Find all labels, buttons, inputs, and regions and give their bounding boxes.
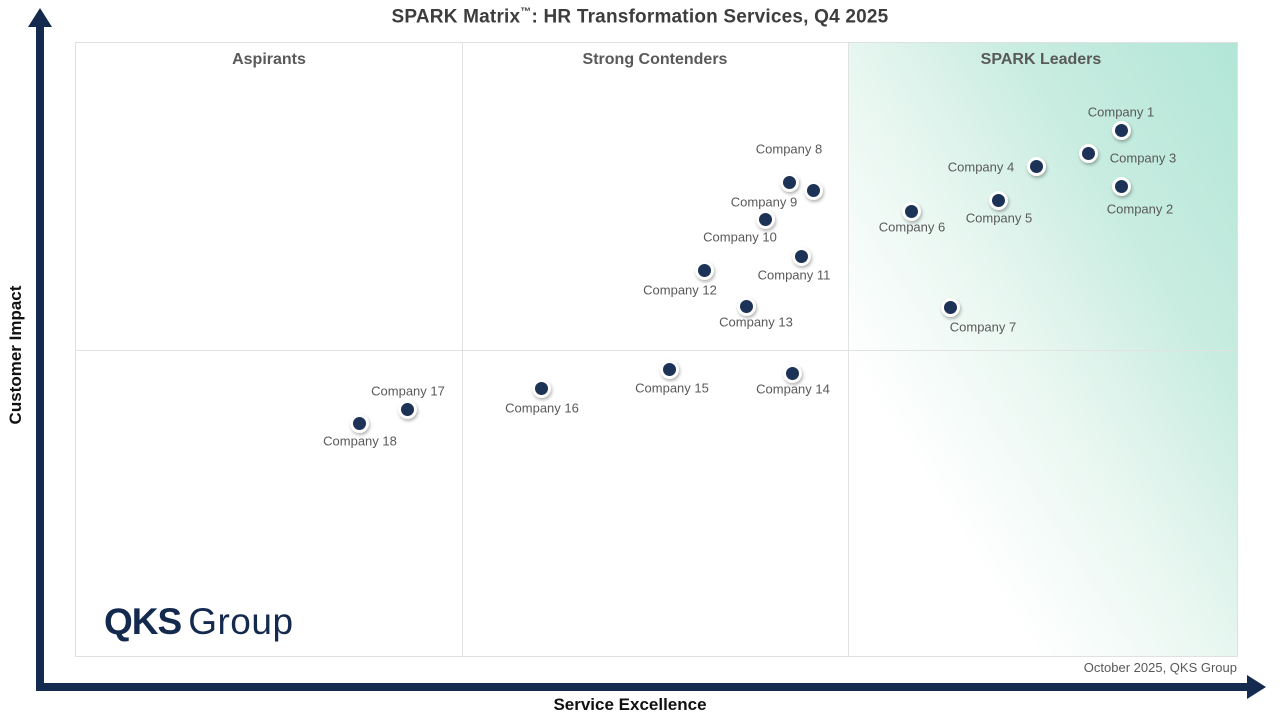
company-dot	[397, 399, 417, 419]
company-dot	[1026, 156, 1046, 176]
company-label: Company 4	[947, 159, 1015, 175]
company-label: Company 9	[730, 194, 798, 210]
company-label: Company 13	[719, 314, 793, 330]
quadrant-divider-vertical-1	[462, 43, 463, 656]
company-label: Company 16	[505, 400, 579, 416]
chart-title: SPARK Matrix™: HR Transformation Service…	[0, 6, 1280, 28]
quadrant-label-strong-contenders: Strong Contenders	[582, 51, 728, 68]
company-label: Company 7	[949, 319, 1017, 335]
trademark-symbol: ™	[520, 6, 532, 18]
quadrant-label-aspirants: Aspirants	[232, 51, 306, 68]
company-dot	[791, 246, 811, 266]
company-label: Company 17	[371, 383, 445, 399]
company-dot	[988, 190, 1008, 210]
y-axis-arrow-up-icon	[28, 8, 52, 27]
company-dot	[755, 209, 775, 229]
company-dot	[1111, 120, 1131, 140]
company-dot	[901, 201, 921, 221]
quadrant-divider-horizontal	[76, 350, 1237, 351]
company-label: Company 5	[965, 210, 1033, 226]
company-dot	[1111, 176, 1131, 196]
company-dot	[803, 180, 823, 200]
chart-title-text: SPARK Matrix	[391, 6, 521, 28]
chart-title-suffix: : HR Transformation Services, Q4 2025	[531, 6, 889, 28]
company-dot	[349, 413, 369, 433]
y-axis-label: Customer Impact	[6, 285, 25, 425]
x-axis-line	[36, 683, 1248, 691]
company-dot	[694, 260, 714, 280]
spark-leaders-gradient-background	[848, 43, 1237, 656]
y-axis-line	[36, 25, 44, 684]
logo-text-bold: QKS	[104, 601, 182, 642]
company-dot	[659, 359, 679, 379]
company-label: Company 6	[878, 219, 946, 235]
company-label: Company 2	[1106, 201, 1174, 217]
company-dot	[531, 378, 551, 398]
company-dot	[736, 296, 756, 316]
source-footnote: October 2025, QKS Group	[1083, 660, 1237, 675]
company-dot	[782, 363, 802, 383]
company-label: Company 14	[756, 381, 830, 397]
company-label: Company 8	[755, 141, 823, 157]
company-dot	[779, 172, 799, 192]
x-axis-label: Service Excellence	[553, 695, 707, 714]
company-label: Company 3	[1109, 150, 1177, 166]
company-dot	[1078, 143, 1098, 163]
company-label: Company 12	[643, 282, 717, 298]
company-label: Company 1	[1087, 104, 1155, 120]
x-axis-arrow-right-icon	[1247, 675, 1266, 699]
quadrant-label-spark-leaders: SPARK Leaders	[980, 51, 1102, 68]
company-label: Company 11	[757, 267, 831, 283]
company-label: Company 18	[323, 433, 397, 449]
qks-group-logo: QKS Group	[104, 603, 294, 640]
company-dot	[940, 297, 960, 317]
company-label: Company 10	[703, 229, 777, 245]
plot-area: Aspirants Strong Contenders SPARK Leader…	[75, 42, 1238, 657]
quadrant-divider-vertical-2	[848, 43, 849, 656]
company-label: Company 15	[635, 380, 709, 396]
logo-text-light: Group	[188, 601, 294, 642]
